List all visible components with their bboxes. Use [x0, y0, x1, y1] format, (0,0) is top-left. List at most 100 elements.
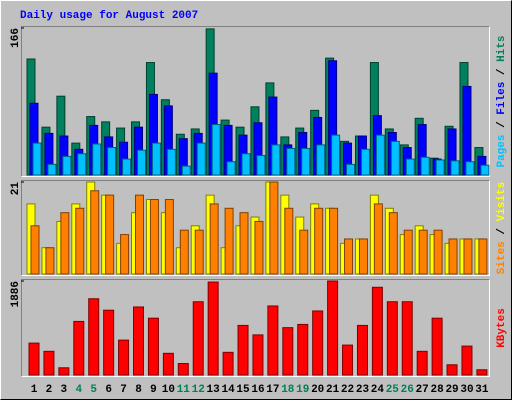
x-tick-label: 18	[281, 384, 295, 396]
x-tick-label: 4	[75, 384, 82, 396]
bar	[356, 324, 368, 376]
x-tick-label: 28	[431, 384, 445, 396]
bar	[416, 350, 428, 376]
bar	[252, 334, 264, 376]
bar	[107, 147, 117, 176]
bar	[435, 159, 445, 176]
y-tick-label: 1886	[10, 281, 22, 307]
x-tick-label: 13	[207, 384, 221, 396]
x-tick-label: 19	[296, 384, 309, 396]
x-tick-label: 26	[401, 384, 414, 396]
legend-entry: Sites	[496, 241, 508, 274]
bar	[405, 158, 415, 176]
panel-border	[21, 279, 490, 377]
bar	[476, 369, 488, 376]
bar	[147, 317, 159, 376]
bar	[299, 229, 309, 275]
bar	[256, 155, 266, 176]
panel-border	[21, 180, 490, 276]
x-tick-label: 9	[150, 384, 157, 396]
bar	[254, 220, 264, 275]
x-tick-label: 14	[221, 384, 235, 396]
bar	[301, 147, 311, 176]
x-tick-label: 10	[162, 384, 175, 396]
x-tick-label: 20	[311, 384, 324, 396]
bar	[461, 345, 473, 376]
bar	[239, 212, 249, 275]
bar	[312, 310, 324, 376]
bar	[431, 317, 443, 376]
x-tick-label: 31	[475, 384, 489, 396]
bar	[30, 225, 40, 275]
bar	[386, 301, 398, 376]
x-tick-label: 7	[120, 384, 127, 396]
legend-entry: Visits	[496, 182, 508, 222]
bar	[181, 165, 191, 176]
bar	[103, 309, 115, 376]
bar	[450, 160, 460, 176]
legend: KBytes	[496, 308, 508, 348]
bar	[32, 142, 42, 176]
bar	[371, 286, 383, 376]
bar	[284, 207, 294, 275]
y-tick-label: 166	[10, 28, 22, 48]
bar	[388, 212, 398, 275]
bar	[282, 327, 294, 376]
x-tick-label: 24	[371, 384, 385, 396]
bar	[137, 149, 147, 176]
x-tick-label: 12	[192, 384, 205, 396]
bar	[122, 158, 132, 176]
bar	[151, 142, 161, 176]
legend-entry: KBytes	[496, 308, 508, 348]
bar	[316, 144, 326, 176]
bar	[446, 364, 458, 376]
panel-border	[21, 180, 490, 276]
bar	[162, 352, 174, 376]
x-tick-label: 8	[135, 384, 142, 396]
bar	[207, 281, 219, 376]
x-tick-label: 23	[356, 384, 370, 396]
bar	[403, 229, 413, 275]
bar	[433, 229, 443, 275]
bar	[62, 155, 72, 176]
legend-entry: Files	[496, 82, 508, 115]
bar	[45, 247, 55, 275]
panel-border	[21, 279, 490, 377]
bar	[90, 190, 100, 275]
bar	[269, 181, 279, 275]
bar	[209, 203, 219, 275]
bar	[331, 134, 341, 176]
bar	[43, 350, 55, 376]
bar	[149, 199, 159, 275]
bar	[120, 234, 130, 275]
bar	[267, 305, 279, 376]
bar	[196, 142, 206, 176]
bar	[375, 134, 385, 176]
bar	[28, 342, 40, 376]
bar	[60, 212, 70, 275]
bar	[166, 148, 176, 176]
bar	[401, 301, 413, 376]
bar	[241, 153, 251, 176]
bar	[465, 161, 475, 176]
bar	[105, 194, 115, 275]
bar	[164, 199, 174, 275]
chart-title: Daily usage for August 2007	[20, 10, 198, 22]
bar	[358, 238, 368, 275]
bar	[346, 163, 356, 176]
bar	[58, 367, 70, 376]
x-tick-label: 15	[236, 384, 250, 396]
bar	[271, 144, 281, 176]
bar	[390, 140, 400, 176]
bar	[92, 143, 102, 176]
bar	[297, 323, 309, 376]
bar	[418, 229, 428, 275]
bar	[237, 324, 249, 376]
x-tick-label: 16	[251, 384, 264, 396]
legend-separator: /	[496, 115, 508, 135]
bar	[179, 229, 189, 275]
bar	[211, 124, 221, 176]
bar	[478, 238, 488, 275]
